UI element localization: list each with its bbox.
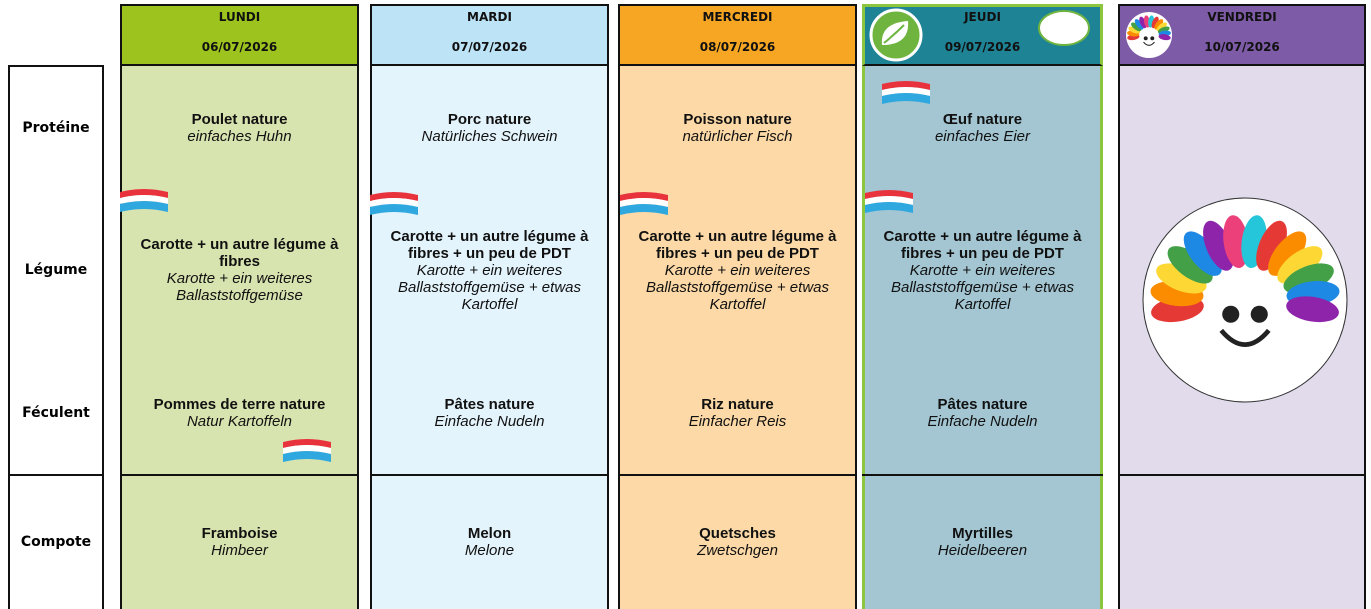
- meal-cell: Carotte + un autre légume à fibres + un …: [618, 190, 857, 350]
- day-name: VENDREDI: [1207, 10, 1277, 24]
- dish-de: einfaches Eier: [934, 127, 1031, 145]
- meal-cell: Carotte + un autre légume à fibres Karott…: [120, 190, 359, 350]
- dish-de: Himbeer: [211, 542, 268, 559]
- meal-cell: Melon Melone: [370, 475, 609, 609]
- dish-fr: Riz nature: [701, 395, 774, 413]
- dish-de: Natur Kartoffeln: [186, 412, 293, 430]
- dish-fr: Pâtes nature: [444, 395, 535, 413]
- dish-de: Einfache Nudeln: [927, 412, 1038, 430]
- flag-icon: [865, 190, 913, 213]
- dish-fr: Pâtes nature: [937, 395, 1028, 413]
- dish-de: Melone: [464, 542, 515, 559]
- dish-fr: Framboise: [201, 525, 278, 542]
- row-divider: [1118, 474, 1366, 476]
- bio-logo-bg: [1038, 10, 1090, 46]
- row-label: Compote: [20, 534, 92, 550]
- dish-de: Natürliches Schwein: [421, 127, 558, 145]
- day-name: JEUDI: [964, 10, 1001, 24]
- dish-de: einfaches Huhn: [187, 127, 292, 145]
- flag-icon: [882, 81, 930, 104]
- dish-fr: Porc nature: [447, 110, 532, 128]
- row-divider: [618, 474, 857, 476]
- row-divider: [370, 474, 609, 476]
- smiley-logo: [1126, 12, 1172, 58]
- dish-de: Einfacher Reis: [688, 412, 787, 430]
- dish-fr: Carotte + un autre légume à fibres + un …: [883, 227, 1082, 262]
- dish-de: Karotte + ein weiteres Ballaststoffgemüs…: [645, 261, 829, 313]
- day-name: MERCREDI: [702, 10, 773, 24]
- day-header: [370, 4, 609, 66]
- dish-fr: Carotte + un autre légume à fibres + un …: [390, 227, 589, 262]
- flag-icon: [370, 192, 418, 215]
- dish-fr: Myrtilles: [952, 525, 1013, 542]
- meal-cell: Framboise Himbeer: [120, 475, 359, 609]
- meal-cell: Myrtilles Heidelbeeren: [862, 475, 1103, 609]
- dish-de: Heidelbeeren: [937, 542, 1028, 559]
- flag-icon: [620, 192, 668, 215]
- meal-cell: Porc nature Natürliches Schwein: [370, 65, 609, 190]
- row-divider: [862, 474, 1103, 476]
- dish-fr: Œuf nature: [942, 110, 1023, 128]
- row-label: Protéine: [22, 119, 90, 136]
- day-date: 08/07/2026: [699, 40, 776, 54]
- meal-cell: Carotte + un autre légume à fibres + un …: [862, 190, 1103, 350]
- dish-de: Karotte + ein weiteres Ballaststoffgemüs…: [397, 261, 581, 313]
- meal-cell: Pommes de terre nature Natur Kartoffeln: [120, 350, 359, 475]
- day-header: [120, 4, 359, 66]
- row-divider: [120, 474, 359, 476]
- day-name: MARDI: [467, 10, 512, 24]
- day-date: 10/07/2026: [1204, 40, 1280, 54]
- dish-fr: Melon: [467, 525, 512, 542]
- meal-cell: Pâtes nature Einfache Nudeln: [370, 350, 609, 475]
- day-date: 09/07/2026: [944, 40, 1021, 54]
- dish-fr: Carotte + un autre légume à fibres: [140, 236, 339, 270]
- dish-de: Einfache Nudeln: [434, 412, 545, 430]
- meal-cell: Carotte + un autre légume à fibres + un …: [370, 190, 609, 350]
- dish-fr: Poisson nature: [683, 110, 792, 128]
- row-divider: [8, 474, 104, 476]
- meal-cell: Œuf nature einfaches Eier: [862, 65, 1103, 190]
- day-header: [618, 4, 857, 66]
- meal-cell: Poulet nature einfaches Huhn: [120, 65, 359, 190]
- dish-fr: Quetsches: [699, 525, 776, 542]
- dish-de: Zwetschgen: [697, 542, 778, 559]
- dish-fr: Carotte + un autre légume à fibres + un …: [638, 227, 837, 262]
- dish-fr: Pommes de terre nature: [153, 395, 326, 413]
- day-date: 07/07/2026: [451, 40, 528, 54]
- row-label-column: [8, 65, 104, 609]
- meal-cell: Riz nature Einfacher Reis: [618, 350, 857, 475]
- flag-icon: [283, 439, 331, 462]
- leaf-logo: [869, 8, 923, 62]
- dish-de: Karotte + ein weiteres Ballaststoffgemüs…: [890, 261, 1074, 313]
- day-date: 06/07/2026: [201, 40, 278, 54]
- meal-cell: Quetsches Zwetschgen: [618, 475, 857, 609]
- meal-cell: Poisson nature natürlicher Fisch: [618, 65, 857, 190]
- row-label: Légume: [24, 262, 88, 278]
- day-header: [1118, 4, 1366, 66]
- dish-de: Karotte + ein weiteres Ballaststoffgemüs…: [166, 270, 313, 304]
- day-column: [370, 4, 609, 609]
- flag-icon: [120, 189, 168, 212]
- meal-cell: Pâtes nature Einfache Nudeln: [862, 350, 1103, 475]
- dish-de: natürlicher Fisch: [682, 127, 793, 145]
- smiley-picture: [1142, 197, 1348, 403]
- row-label: Féculent: [22, 404, 90, 421]
- day-name: LUNDI: [218, 10, 261, 24]
- dish-fr: Poulet nature: [191, 110, 288, 128]
